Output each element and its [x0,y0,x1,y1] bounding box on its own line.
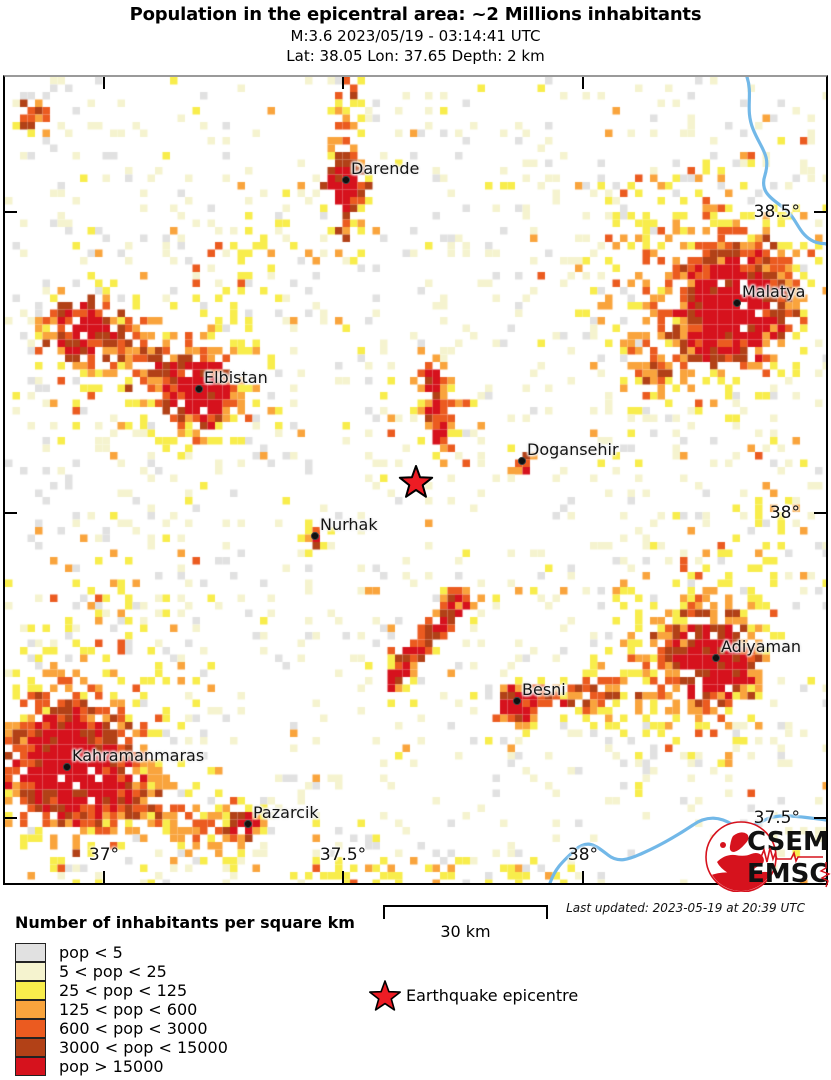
legend-row: 600 < pop < 3000 [15,1019,355,1038]
logo-text-csem: CSEM [747,827,829,857]
city-dot [341,175,351,185]
last-updated-text: Last updated: 2023-05-19 at 20:39 UTC [566,901,805,915]
legend-label: 5 < pop < 25 [59,962,167,981]
city-label-adiyaman: Adiyaman [721,637,802,656]
city-dot [243,819,253,829]
legend-label: 3000 < pop < 15000 [59,1038,228,1057]
population-legend: Number of inhabitants per square km pop … [15,913,355,1076]
city-dot [517,456,527,466]
epicenter-key-label: Earthquake epicentre [406,986,579,1005]
legend-row: 25 < pop < 125 [15,981,355,1000]
legend-swatch [15,1038,46,1057]
legend-row: pop > 15000 [15,1057,355,1076]
legend-label: pop < 5 [59,943,123,962]
city-dot [194,384,204,394]
city-dot [310,531,320,541]
scale-bar: 30 km [383,905,548,941]
event-magnitude-time: M:3.6 2023/05/19 - 03:14:41 UTC [290,27,541,45]
legend-row: 5 < pop < 25 [15,962,355,981]
logo-text-emsc: EMSC [747,859,828,889]
header: Population in the epicentral area: ~2 Mi… [0,0,831,65]
epicenter-star [398,465,434,498]
legend-swatch [15,1057,46,1076]
city-label-nurhak: Nurhak [320,515,378,534]
emsc-globe-icon: CSEM EMSC [705,821,831,893]
longitude-label: 37.5° [319,845,367,865]
scale-bar-label: 30 km [440,922,491,941]
city-label-pazarcik: Pazarcik [253,803,319,822]
epicenter-key: Earthquake epicentre [366,977,626,1017]
page-title: Population in the epicentral area: ~2 Mi… [129,4,702,25]
city-label-darende: Darende [351,159,420,178]
longitude-label: 37° [88,845,120,865]
latitude-label: 38.5° [753,202,800,222]
legend-swatch [15,943,46,962]
legend-title: Number of inhabitants per square km [15,913,355,932]
legend-swatch [15,1019,46,1038]
river-line [548,814,826,883]
legend-label: pop > 15000 [59,1057,164,1076]
river-line [745,77,826,246]
city-dot [62,762,72,772]
population-density-map: Darende Malatya Elbistan Dogansehir Nurhak Ad… [3,75,828,885]
city-label-elbistan: Elbistan [204,368,268,387]
legend-label: 125 < pop < 600 [59,1000,198,1019]
city-dot [711,653,721,663]
event-coordinates-depth: Lat: 38.05 Lon: 37.65 Depth: 2 km [286,47,545,65]
city-label-malatya: Malatya [742,282,806,301]
legend-swatch [15,1000,46,1019]
latitude-label: 38° [769,503,800,523]
city-dot [512,696,522,706]
logo-seismogram-line [749,847,823,864]
csem-emsc-logo: CSEM EMSC [697,820,831,893]
legend-label: 600 < pop < 3000 [59,1019,208,1038]
epicenter-star-icon [368,980,402,1011]
legend-label: 25 < pop < 125 [59,981,188,1000]
logo-seismogram-vertical [819,862,831,888]
latitude-label: 37.5° [753,808,800,828]
scale-bar-bracket [383,905,548,919]
legend-row: 3000 < pop < 15000 [15,1038,355,1057]
city-label-dogansehir: Dogansehir [527,440,619,459]
legend-row: 125 < pop < 600 [15,1000,355,1019]
city-dot [732,298,742,308]
city-label-besni: Besni [522,680,566,699]
city-label-kahramanmaras: Kahramanmaras [72,746,205,765]
legend-row: pop < 5 [15,943,355,962]
legend-swatch [15,981,46,1000]
map-overlay [5,77,826,883]
legend-swatch [15,962,46,981]
longitude-label: 38° [567,845,599,865]
